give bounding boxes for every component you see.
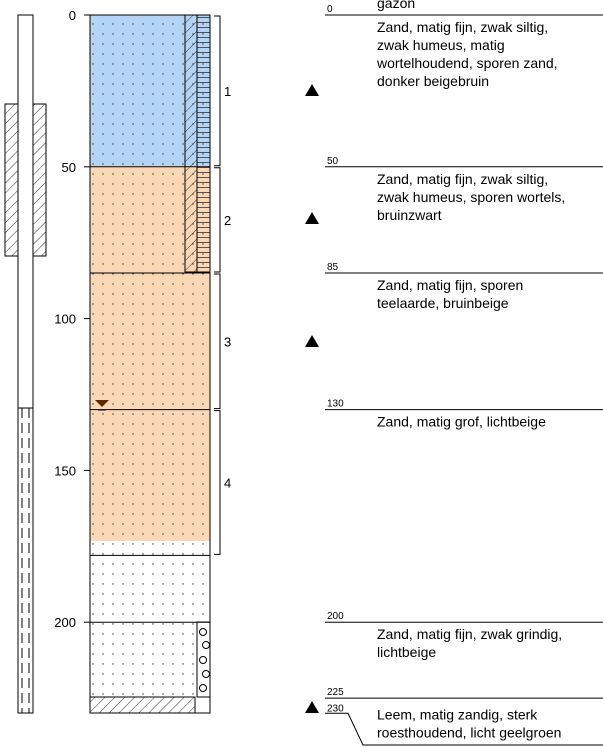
depth-value: 130 xyxy=(327,399,344,410)
depth-label: 200 xyxy=(54,615,76,630)
sample-label: 3 xyxy=(224,334,231,349)
silt-strip xyxy=(196,14,211,273)
sample-bracket xyxy=(214,167,221,273)
sample-bracket xyxy=(214,15,221,167)
depth-label: 50 xyxy=(62,160,76,175)
seal xyxy=(32,103,47,257)
layer-line xyxy=(325,712,603,746)
water-table xyxy=(95,400,109,407)
description: zwak humeus, matig xyxy=(377,37,505,53)
sample-label: 1 xyxy=(224,84,231,99)
depth-value: 0 xyxy=(327,4,333,15)
depth-label: 150 xyxy=(54,463,76,478)
column-outline xyxy=(89,14,211,714)
sample-label: 4 xyxy=(224,476,231,491)
pipe xyxy=(17,14,34,714)
depth-value: 50 xyxy=(327,156,339,167)
gravel-strip xyxy=(196,621,211,698)
depth-value: 85 xyxy=(327,262,339,273)
depth-value: 230 xyxy=(327,703,344,714)
description: zwak humeus, sporen wortels, xyxy=(377,189,565,205)
description: donker beigebruin xyxy=(377,73,489,89)
description: teelaarde, bruinbeige xyxy=(377,295,509,311)
description: bruinzwart xyxy=(377,207,442,223)
sample-bracket xyxy=(214,410,221,555)
depth-value: 200 xyxy=(327,611,344,622)
description: Zand, matig fijn, zwak siltig, xyxy=(377,19,548,35)
description: wortelhoudend, sporen zand, xyxy=(376,55,558,71)
description: lichtbeige xyxy=(377,644,436,660)
loam xyxy=(89,696,196,714)
description: Zand, matig fijn, zwak siltig, xyxy=(377,171,548,187)
depth-label: 0 xyxy=(69,8,76,23)
sample-label: 2 xyxy=(224,213,231,228)
depth-value: 225 xyxy=(327,687,344,698)
seal xyxy=(4,103,19,257)
description: Zand, matig grof, lichtbeige xyxy=(377,414,546,430)
description: Leem, matig zandig, sterk xyxy=(377,706,538,722)
surface: gazon xyxy=(377,0,415,11)
sample-bracket xyxy=(214,273,221,410)
description: roesthoudend, licht geelgroen xyxy=(377,724,561,740)
description: Zand, matig fijn, zwak grindig, xyxy=(377,626,562,642)
description: Zand, matig fijn, sporen xyxy=(377,277,523,293)
humus-strip xyxy=(184,14,198,273)
sample-marker xyxy=(305,84,319,713)
depth-label: 100 xyxy=(54,312,76,327)
